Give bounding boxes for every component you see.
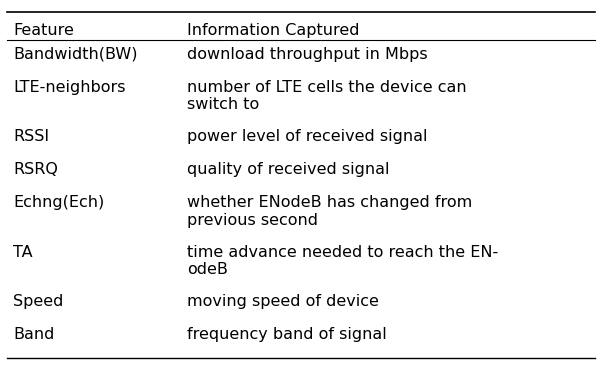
Text: Feature: Feature: [13, 23, 74, 38]
Text: frequency band of signal: frequency band of signal: [187, 327, 387, 343]
Text: LTE-neighbors: LTE-neighbors: [13, 80, 126, 95]
Text: moving speed of device: moving speed of device: [187, 295, 379, 309]
Text: power level of received signal: power level of received signal: [187, 129, 427, 144]
Text: Band: Band: [13, 327, 55, 343]
Text: Information Captured: Information Captured: [187, 23, 359, 38]
Text: RSSI: RSSI: [13, 129, 49, 144]
Text: Echng(Ech): Echng(Ech): [13, 195, 105, 210]
Text: number of LTE cells the device can
switch to: number of LTE cells the device can switc…: [187, 80, 467, 112]
Text: time advance needed to reach the EN-
odeB: time advance needed to reach the EN- ode…: [187, 245, 498, 277]
Text: download throughput in Mbps: download throughput in Mbps: [187, 47, 428, 61]
Text: TA: TA: [13, 245, 33, 260]
Text: whether ENodeB has changed from
previous second: whether ENodeB has changed from previous…: [187, 195, 473, 228]
Text: Speed: Speed: [13, 295, 64, 309]
Text: RSRQ: RSRQ: [13, 162, 58, 177]
Text: Bandwidth(BW): Bandwidth(BW): [13, 47, 138, 61]
Text: quality of received signal: quality of received signal: [187, 162, 389, 177]
